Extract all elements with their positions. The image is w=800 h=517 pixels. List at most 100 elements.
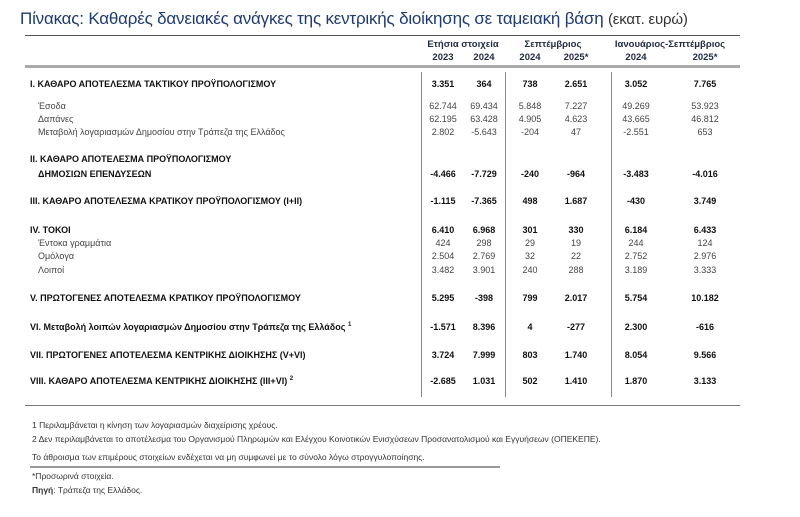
table-cell: 7.765	[693, 79, 717, 89]
table-cell: 4.905	[518, 114, 542, 124]
table-cell: -2.685	[430, 376, 456, 386]
column-year-header: 2024	[625, 52, 647, 63]
table-cell: 22	[570, 251, 581, 261]
table-cell: 3.901	[472, 265, 496, 275]
table-cell: 2.300	[624, 322, 648, 332]
row-label: III. ΚΑΘΑΡΟ ΑΠΟΤΕΛΕΣΜΑ ΚΡΑΤΙΚΟΥ ΠΡΟΫΠΟΛΟ…	[30, 196, 302, 206]
rounding-note: Το άθροισμα των επιμέρους στοιχείων ενδέ…	[32, 452, 425, 462]
row-label: II. ΚΑΘΑΡΟ ΑΠΟΤΕΛΕΣΜΑ ΠΡΟΫΠΟΛΟΓΙΣΜΟΥ	[30, 154, 232, 164]
column-year-header: 2025*	[692, 52, 718, 63]
row-label-text: Δαπάνες	[38, 114, 74, 124]
row-label-text: VI. Μεταβολή λοιπών λογαριασμών Δημοσίου…	[30, 322, 346, 332]
column-year-header: 2025*	[563, 52, 589, 63]
table-cell: 124	[697, 238, 713, 248]
table-cell: 43.665	[622, 114, 650, 124]
table-cell: 498	[522, 196, 538, 206]
table-cell: 32	[524, 251, 535, 261]
table-cell: 1.410	[564, 376, 588, 386]
row-label-text: IV. ΤΟΚΟΙ	[30, 225, 71, 235]
column-divider	[611, 72, 612, 397]
row-label: Δαπάνες	[38, 114, 73, 124]
table-cell: 424	[435, 238, 451, 248]
table-cell: 2.651	[564, 79, 588, 89]
table-cell: -204	[520, 127, 539, 137]
table-cell: 803	[522, 350, 538, 360]
table-cell: -2.551	[623, 127, 649, 137]
table-cell: 5.295	[431, 293, 455, 303]
row-label-text: Ομόλογα	[38, 251, 75, 261]
row-label: VI. Μεταβολή λοιπών λογαριασμών Δημοσίου…	[30, 322, 351, 332]
table-cell: 502	[522, 376, 538, 386]
row-label-text: Έντοκα γραμμάτια	[38, 238, 112, 248]
table-cell: -398	[474, 293, 493, 303]
footnote-1: 1 Περιλαμβάνεται η κίνηση των λογαριασμώ…	[32, 420, 278, 430]
row-label: Έσοδα	[38, 101, 66, 111]
row-label-text: VII. ΠΡΩΤΟΓΕΝΕΣ ΑΠΟΤΕΛΕΣΜΑ ΚΕΝΤΡΙΚΗΣ ΔΙΟ…	[30, 350, 306, 360]
table-cell: -240	[520, 169, 539, 179]
table-cell: 298	[476, 238, 492, 248]
table-cell: 799	[522, 293, 538, 303]
table-cell: -5.643	[471, 127, 497, 137]
table-cell: 2.017	[564, 293, 588, 303]
table-cell: 9.566	[693, 350, 717, 360]
table-cell: 62.195	[429, 114, 457, 124]
table-cell: 5.754	[624, 293, 648, 303]
table-cell: 3.482	[431, 265, 455, 275]
row-label: Μεταβολή λογαριασμών Δημοσίου στην Τράπε…	[38, 127, 285, 137]
table-cell: 244	[628, 238, 644, 248]
table-cell: 3.724	[431, 350, 455, 360]
table-cell: 63.428	[470, 114, 498, 124]
table-cell: 240	[522, 265, 538, 275]
table-cell: -964	[566, 169, 585, 179]
row-label-text: V. ΠΡΩΤΟΓΕΝΕΣ ΑΠΟΤΕΛΕΣΜΑ ΚΡΑΤΙΚΟΥ ΠΡΟΫΠΟ…	[30, 293, 301, 303]
table-cell: 2.802	[431, 127, 455, 137]
row-label-text: VIII. ΚΑΘΑΡΟ ΑΠΟΤΕΛΕΣΜΑ ΚΕΝΤΡΙΚΗΣ ΔΙΟΙΚΗ…	[30, 376, 288, 386]
row-label-text: Μεταβολή λογαριασμών Δημοσίου στην Τράπε…	[38, 127, 285, 137]
divider	[25, 65, 740, 68]
row-label-continued: ΔΗΜΟΣΙΩΝ ΕΠΕΝΔΥΣΕΩΝ	[38, 169, 152, 179]
row-label: Ομόλογα	[38, 251, 74, 261]
table-cell: 47	[570, 127, 581, 137]
table-cell: 2.976	[693, 251, 717, 261]
table-cell: -277	[566, 322, 585, 332]
column-year-header: 2023	[432, 52, 454, 63]
table-cell: 53.923	[691, 101, 719, 111]
table-cell: 2.504	[431, 251, 455, 261]
table-cell: 1.031	[472, 376, 496, 386]
table-cell: 3.189	[624, 265, 648, 275]
column-group-header: Ιανουάριος-Σεπτέμβριος	[614, 39, 726, 50]
row-label: VIII. ΚΑΘΑΡΟ ΑΠΟΤΕΛΕΣΜΑ ΚΕΝΤΡΙΚΗΣ ΔΙΟΙΚΗ…	[30, 376, 293, 386]
table-cell: 1.687	[564, 196, 588, 206]
page-title: Πίνακας: Καθαρές δανειακές ανάγκες της κ…	[20, 9, 688, 28]
table-cell: 10.182	[691, 293, 719, 303]
table-cell: 4	[527, 322, 533, 332]
column-group-header: Σεπτέμβριος	[524, 39, 582, 50]
provisional-note: *Προσωρινά στοιχεία.	[32, 471, 114, 481]
divider	[25, 35, 740, 36]
divider	[25, 405, 740, 406]
row-label-text: III. ΚΑΘΑΡΟ ΑΠΟΤΕΛΕΣΜΑ ΚΡΑΤΙΚΟΥ ΠΡΟΫΠΟΛΟ…	[30, 196, 303, 206]
table-cell: 1.870	[624, 376, 648, 386]
table-cell: 288	[568, 265, 584, 275]
footnote-marker: 1	[347, 322, 352, 328]
column-divider	[505, 72, 506, 397]
table-cell: 3.351	[431, 79, 455, 89]
table-cell: 301	[522, 225, 538, 235]
table-cell: -1.571	[430, 322, 456, 332]
table-cell: -1.115	[430, 196, 456, 206]
table-cell: -4.016	[692, 169, 718, 179]
row-label: I. ΚΑΘΑΡΟ ΑΠΟΤΕΛΕΣΜΑ ΤΑΚΤΙΚΟΥ ΠΡΟΫΠΟΛΟΓΙ…	[30, 79, 276, 89]
table-cell: 6.433	[693, 225, 717, 235]
table-cell: 7.999	[472, 350, 496, 360]
table-cell: 1.740	[564, 350, 588, 360]
table-cell: 653	[697, 127, 713, 137]
footnote-marker: 2	[289, 376, 294, 382]
table-cell: 4.623	[564, 114, 588, 124]
row-label: IV. ΤΟΚΟΙ	[30, 225, 71, 235]
row-label-text: I. ΚΑΘΑΡΟ ΑΠΟΤΕΛΕΣΜΑ ΤΑΚΤΙΚΟΥ ΠΡΟΫΠΟΛΟΓΙ…	[30, 79, 277, 89]
table-cell: 8.396	[472, 322, 496, 332]
row-label: V. ΠΡΩΤΟΓΕΝΕΣ ΑΠΟΤΕΛΕΣΜΑ ΚΡΑΤΙΚΟΥ ΠΡΟΫΠΟ…	[30, 293, 301, 303]
row-label: Λοιποί	[38, 265, 64, 275]
divider	[30, 466, 500, 468]
table-cell: 62.744	[429, 101, 457, 111]
